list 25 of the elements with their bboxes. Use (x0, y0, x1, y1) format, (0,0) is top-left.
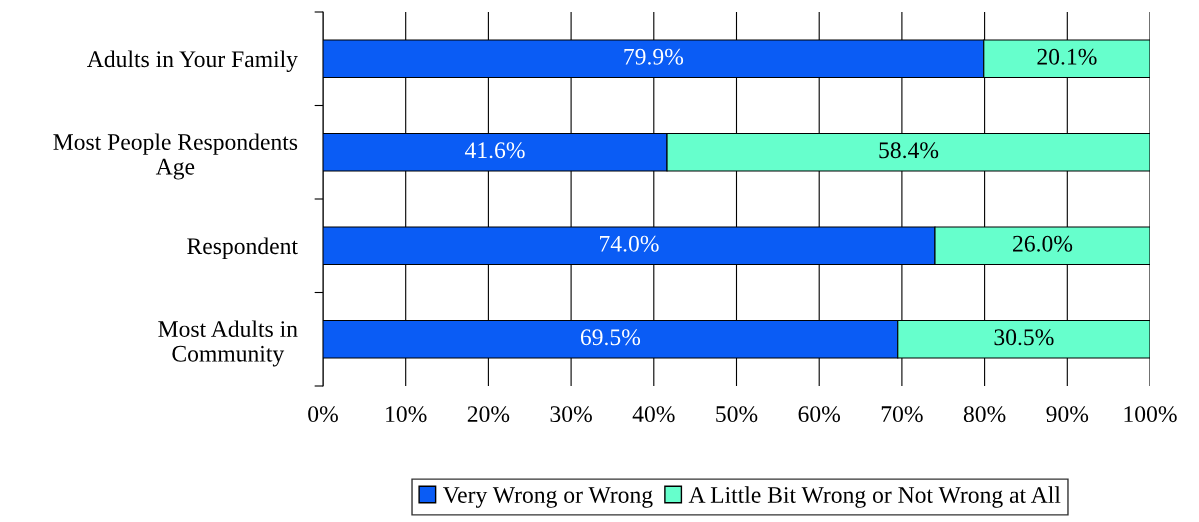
y-tick-label: Most People Respondents Age (53, 133, 298, 180)
x-tick-label: 30% (550, 406, 592, 423)
x-tick-label: 60% (798, 406, 841, 423)
x-tick-label: 0% (308, 406, 338, 423)
data-label: 58.4% (879, 142, 939, 159)
legend-label: Very Wrong or Wrong (442, 487, 653, 508)
x-tick-label: 100% (1124, 406, 1177, 423)
data-label: 20.1% (1037, 48, 1097, 65)
x-tick-label: 70% (881, 406, 923, 423)
data-label: 69.5% (580, 329, 641, 346)
data-label: 74.0% (600, 235, 659, 252)
x-tick-label: 10% (386, 406, 427, 423)
y-tick-label: Respondent (187, 237, 298, 259)
data-label: 30.5% (994, 329, 1054, 346)
data-label: 26.0% (1013, 235, 1073, 252)
legend-label: A Little Bit Wrong or Not Wrong at All (688, 486, 1061, 508)
x-tick-label: 80% (963, 406, 1006, 423)
x-tick-label: 50% (716, 406, 758, 423)
x-tick-label: 90% (1046, 406, 1089, 423)
y-tick-label: Most Adults in Community (158, 320, 298, 367)
x-tick-label: 40% (632, 406, 675, 423)
x-tick-label: 20% (467, 406, 510, 423)
data-label: 79.9% (624, 48, 684, 65)
y-tick-label: Adults in Your Family (87, 50, 298, 73)
data-label: 41.6% (464, 142, 525, 159)
